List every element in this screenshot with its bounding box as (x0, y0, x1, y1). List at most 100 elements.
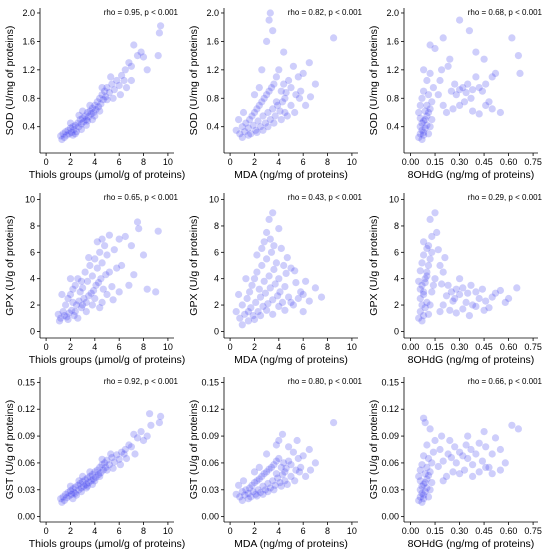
x-tick-label: 0.45 (475, 157, 493, 167)
data-point (99, 96, 107, 104)
data-point (274, 474, 282, 482)
panel-p12: 0 2 4 6 8 10 0.4 0.8 1.2 1.6 2.0 rho = 0.82, p < 0.… (188, 8, 363, 181)
data-point (459, 284, 467, 292)
data-point (278, 298, 287, 306)
data-point (254, 486, 262, 494)
data-point (270, 80, 278, 88)
data-point (415, 277, 423, 285)
data-point (491, 289, 500, 297)
y-tick-label: 0.06 (381, 458, 399, 468)
data-point (98, 84, 106, 92)
data-point (103, 290, 111, 299)
data-point (429, 281, 437, 289)
data-point (63, 313, 71, 321)
data-point (508, 34, 516, 42)
data-point (446, 306, 454, 314)
data-point (287, 101, 295, 109)
data-point (482, 443, 490, 451)
data-point (416, 466, 424, 474)
data-point (305, 59, 313, 67)
data-point (416, 101, 424, 109)
data-point (246, 288, 254, 296)
data-point (70, 125, 78, 134)
data-point (423, 244, 431, 252)
y-tick-label: 0.15 (17, 377, 35, 387)
data-point (113, 451, 121, 459)
data-point (472, 302, 480, 310)
data-point (130, 430, 138, 438)
data-point (244, 317, 252, 325)
data-point (472, 288, 480, 296)
data-point (278, 471, 287, 479)
data-point (244, 495, 252, 503)
data-point (82, 121, 90, 129)
data-point (456, 448, 464, 456)
data-point (88, 116, 96, 124)
data-point (480, 55, 488, 63)
data-point (418, 489, 426, 497)
data-point (93, 98, 101, 106)
data-point (265, 16, 273, 24)
data-point (263, 91, 271, 99)
data-point (294, 454, 302, 463)
data-point (91, 477, 99, 485)
data-point (133, 434, 142, 442)
data-point (456, 86, 464, 94)
data-point (65, 130, 73, 138)
x-tick-label: 6 (117, 342, 122, 352)
data-point (462, 298, 470, 306)
data-point (71, 281, 79, 289)
data-point (439, 457, 447, 465)
data-point (122, 84, 131, 92)
data-point (107, 73, 115, 81)
data-point (254, 308, 262, 316)
y-tick-label: 1.6 (386, 36, 399, 46)
data-point (478, 87, 486, 95)
data-point (59, 308, 67, 316)
data-point (418, 94, 426, 102)
data-point (266, 284, 274, 292)
data-point (83, 474, 92, 482)
data-point (238, 496, 246, 505)
x-tick-label: 2 (68, 157, 73, 167)
x-tick-label: 0.30 (451, 342, 469, 352)
x-tick-label: 6 (301, 526, 306, 536)
x-tick-label: 10 (347, 526, 357, 536)
data-point (280, 48, 288, 56)
data-point (94, 103, 103, 111)
data-point (281, 306, 289, 314)
y-tick-label: 8 (394, 221, 399, 231)
data-point (438, 280, 446, 288)
data-point (475, 110, 483, 118)
data-point (69, 485, 77, 493)
data-point (472, 48, 480, 56)
data-point (449, 468, 457, 476)
data-point (125, 59, 133, 67)
x-tick-label: 0.45 (475, 342, 493, 352)
data-point (109, 464, 117, 472)
data-point (57, 132, 65, 140)
data-point (426, 425, 434, 433)
data-point (250, 91, 259, 99)
data-point (276, 479, 284, 487)
data-point (475, 468, 483, 476)
data-point (94, 279, 103, 287)
data-point (246, 484, 254, 492)
data-point (127, 242, 135, 250)
data-point (482, 463, 490, 471)
data-point (459, 452, 467, 460)
data-point (130, 41, 138, 49)
data-point (297, 87, 305, 95)
y-tick-label: 10 (209, 195, 219, 205)
data-point (121, 66, 129, 74)
data-point (416, 486, 424, 494)
data-point (74, 275, 82, 283)
x-tick-label: 0.15 (426, 342, 444, 352)
data-point (115, 81, 123, 90)
data-point (501, 298, 509, 306)
data-point (462, 441, 470, 449)
data-point (426, 301, 434, 309)
data-point (71, 121, 79, 129)
data-point (426, 41, 434, 49)
data-point (302, 277, 310, 285)
